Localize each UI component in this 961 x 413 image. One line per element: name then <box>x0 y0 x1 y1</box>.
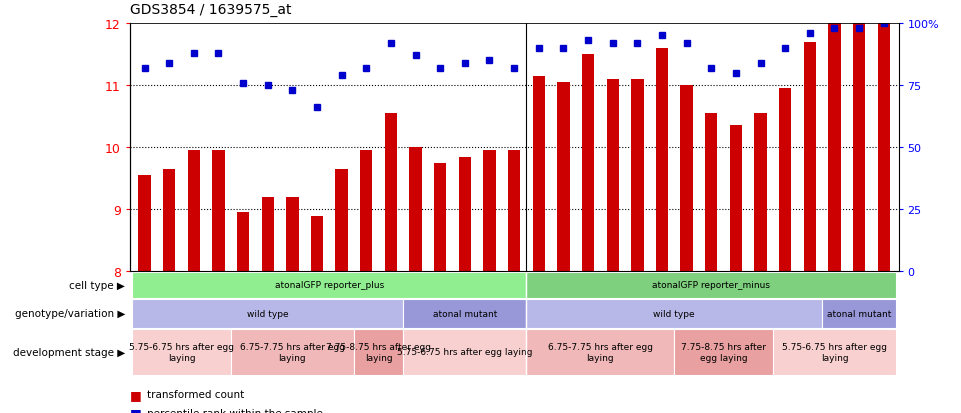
Text: cell type ▶: cell type ▶ <box>69 280 125 290</box>
FancyBboxPatch shape <box>133 272 527 298</box>
FancyBboxPatch shape <box>823 299 896 328</box>
Bar <box>729 126 742 272</box>
Text: transformed count: transformed count <box>147 389 244 399</box>
Text: GDS3854 / 1639575_at: GDS3854 / 1639575_at <box>130 2 291 17</box>
Bar <box>483 151 496 272</box>
Bar <box>434 163 446 272</box>
Bar <box>582 55 594 272</box>
FancyBboxPatch shape <box>527 299 823 328</box>
FancyBboxPatch shape <box>231 329 354 375</box>
Bar <box>779 89 791 272</box>
Bar <box>508 151 520 272</box>
Text: atonalGFP reporter_minus: atonalGFP reporter_minus <box>653 281 771 290</box>
FancyBboxPatch shape <box>404 329 527 375</box>
Bar <box>631 80 644 272</box>
Text: 7.75-8.75 hrs after egg
laying: 7.75-8.75 hrs after egg laying <box>326 342 431 362</box>
Bar <box>705 114 718 272</box>
Bar <box>138 176 151 272</box>
Bar <box>163 169 175 272</box>
Bar <box>187 151 200 272</box>
FancyBboxPatch shape <box>354 329 404 375</box>
Bar <box>261 197 274 272</box>
FancyBboxPatch shape <box>527 272 896 298</box>
Bar <box>853 24 865 272</box>
Text: atonal mutant: atonal mutant <box>826 309 891 318</box>
Text: ■: ■ <box>130 406 141 413</box>
Text: atonalGFP reporter_plus: atonalGFP reporter_plus <box>275 281 384 290</box>
Bar <box>286 197 299 272</box>
Bar <box>877 24 890 272</box>
Text: development stage ▶: development stage ▶ <box>12 347 125 357</box>
Bar <box>409 148 422 272</box>
Bar <box>360 151 373 272</box>
Bar <box>754 114 767 272</box>
FancyBboxPatch shape <box>133 329 231 375</box>
Bar <box>532 77 545 272</box>
Bar <box>803 43 816 272</box>
Bar <box>655 49 668 272</box>
Text: 6.75-7.75 hrs after egg
laying: 6.75-7.75 hrs after egg laying <box>240 342 345 362</box>
FancyBboxPatch shape <box>675 329 773 375</box>
Bar <box>384 114 397 272</box>
Text: 5.75-6.75 hrs after egg laying: 5.75-6.75 hrs after egg laying <box>397 348 532 356</box>
Text: genotype/variation ▶: genotype/variation ▶ <box>14 309 125 318</box>
Bar <box>828 24 841 272</box>
Bar <box>310 216 323 272</box>
Text: atonal mutant: atonal mutant <box>432 309 497 318</box>
Bar <box>680 86 693 272</box>
FancyBboxPatch shape <box>527 329 675 375</box>
FancyBboxPatch shape <box>404 299 527 328</box>
Text: 5.75-6.75 hrs after egg
laying: 5.75-6.75 hrs after egg laying <box>782 342 887 362</box>
Text: wild type: wild type <box>247 309 288 318</box>
Text: 5.75-6.75 hrs after egg
laying: 5.75-6.75 hrs after egg laying <box>129 342 234 362</box>
Text: 6.75-7.75 hrs after egg
laying: 6.75-7.75 hrs after egg laying <box>548 342 653 362</box>
Text: percentile rank within the sample: percentile rank within the sample <box>147 408 323 413</box>
Text: ■: ■ <box>130 388 141 401</box>
Bar <box>335 169 348 272</box>
Text: 7.75-8.75 hrs after
egg laying: 7.75-8.75 hrs after egg laying <box>681 342 766 362</box>
FancyBboxPatch shape <box>773 329 896 375</box>
Bar <box>212 151 225 272</box>
Bar <box>557 83 570 272</box>
Bar <box>606 80 619 272</box>
Bar <box>237 213 249 272</box>
Bar <box>458 157 471 272</box>
Text: wild type: wild type <box>653 309 695 318</box>
FancyBboxPatch shape <box>133 299 404 328</box>
